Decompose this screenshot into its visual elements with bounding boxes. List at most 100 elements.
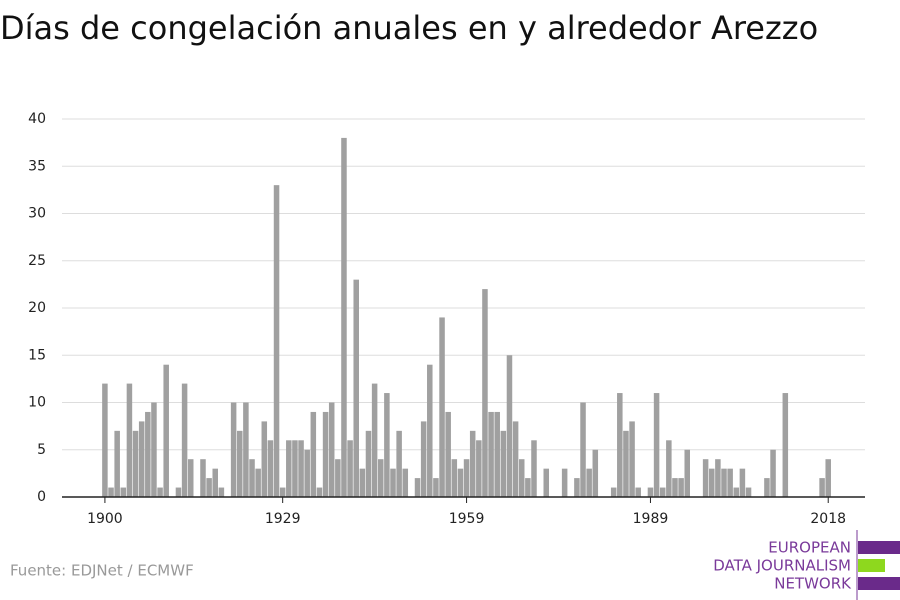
bar: [145, 411, 151, 497]
bar: [261, 421, 268, 497]
bar: [151, 402, 157, 497]
y-tick-label: 20: [28, 300, 46, 316]
bar: [359, 468, 366, 497]
bar: [574, 478, 580, 497]
bar: [187, 459, 194, 497]
logo-text: EUROPEAN: [768, 539, 851, 557]
bar: [666, 440, 672, 497]
bar: [390, 468, 396, 497]
bar: [659, 487, 666, 497]
bar: [120, 487, 127, 497]
chart-title: Días de congelación anuales en y alreded…: [0, 9, 818, 47]
bar: [108, 487, 114, 497]
bar: [230, 402, 237, 497]
bar: [396, 430, 402, 497]
bar: [451, 459, 458, 497]
bar: [212, 468, 219, 497]
bar: [384, 393, 390, 497]
y-tick-label: 35: [28, 158, 46, 174]
bar: [764, 478, 770, 497]
bar: [126, 383, 133, 497]
bar: [825, 459, 831, 497]
bar: [739, 468, 746, 497]
bar: [163, 364, 169, 497]
bar: [531, 440, 537, 497]
bar: [672, 478, 678, 497]
x-tick-label: 1900: [87, 511, 123, 527]
logo: EUROPEAN DATA JOURNALISM NETWORK: [713, 530, 900, 600]
bar: [267, 440, 274, 497]
bar: [592, 449, 599, 497]
bar: [782, 393, 789, 497]
bar: [181, 383, 188, 497]
bar: [255, 468, 261, 497]
bar: [420, 421, 427, 497]
bar: [218, 487, 225, 497]
bar: [476, 440, 482, 497]
bar: [243, 402, 249, 497]
bar: [733, 487, 740, 497]
bar: [347, 440, 353, 497]
bar: [819, 478, 825, 497]
bar: [175, 487, 182, 497]
bar: [237, 430, 243, 497]
bar: [377, 459, 384, 497]
bar: [310, 411, 317, 497]
bar: [371, 383, 378, 497]
bar: [279, 487, 286, 497]
bar: [402, 468, 409, 497]
x-tick-label: 1929: [265, 511, 301, 527]
bar: [206, 478, 212, 497]
bar: [286, 440, 292, 497]
bar: [353, 279, 359, 497]
bar: [715, 459, 721, 497]
y-tick-label: 30: [28, 206, 46, 222]
bar: [727, 468, 733, 497]
bar: [414, 478, 421, 497]
bar: [506, 355, 513, 497]
bar: [157, 487, 163, 497]
bar: [684, 449, 690, 497]
bar: [439, 317, 445, 497]
bar: [708, 468, 715, 497]
y-tick-label: 40: [28, 111, 46, 127]
y-tick-label: 10: [28, 395, 46, 411]
bar: [586, 468, 592, 497]
bar: [273, 185, 280, 497]
bar: [482, 289, 488, 497]
bar: [512, 421, 519, 497]
bar: [494, 411, 500, 497]
bar: [469, 430, 476, 497]
bar: [635, 487, 641, 497]
bar: [249, 459, 255, 497]
y-tick-label: 5: [37, 442, 46, 458]
bar: [721, 468, 727, 497]
bar: [335, 459, 341, 497]
bar: [518, 459, 525, 497]
logo-text: DATA JOURNALISM: [713, 557, 851, 575]
logo-bar: [858, 541, 900, 554]
bar: [304, 449, 310, 497]
bar: [617, 393, 623, 497]
bar: [525, 478, 531, 497]
bar: [322, 411, 329, 497]
bar: [488, 411, 494, 497]
y-tick-label: 0: [37, 489, 46, 505]
bar: [629, 421, 635, 497]
bar: [200, 459, 206, 497]
source: Fuente: EDJNet / ECMWF: [10, 562, 194, 580]
bar: [457, 468, 464, 497]
bar: [745, 487, 752, 497]
logo-bar: [858, 577, 900, 590]
logo-bar: [858, 559, 885, 572]
bar: [138, 421, 145, 497]
x-tick-label: 2018: [810, 511, 846, 527]
bar: [647, 487, 654, 497]
y-tick-label: 15: [28, 347, 46, 363]
bar: [702, 459, 709, 497]
bar: [445, 411, 451, 497]
x-tick-label: 1989: [633, 511, 669, 527]
bar: [298, 440, 304, 497]
bar: [427, 364, 433, 497]
